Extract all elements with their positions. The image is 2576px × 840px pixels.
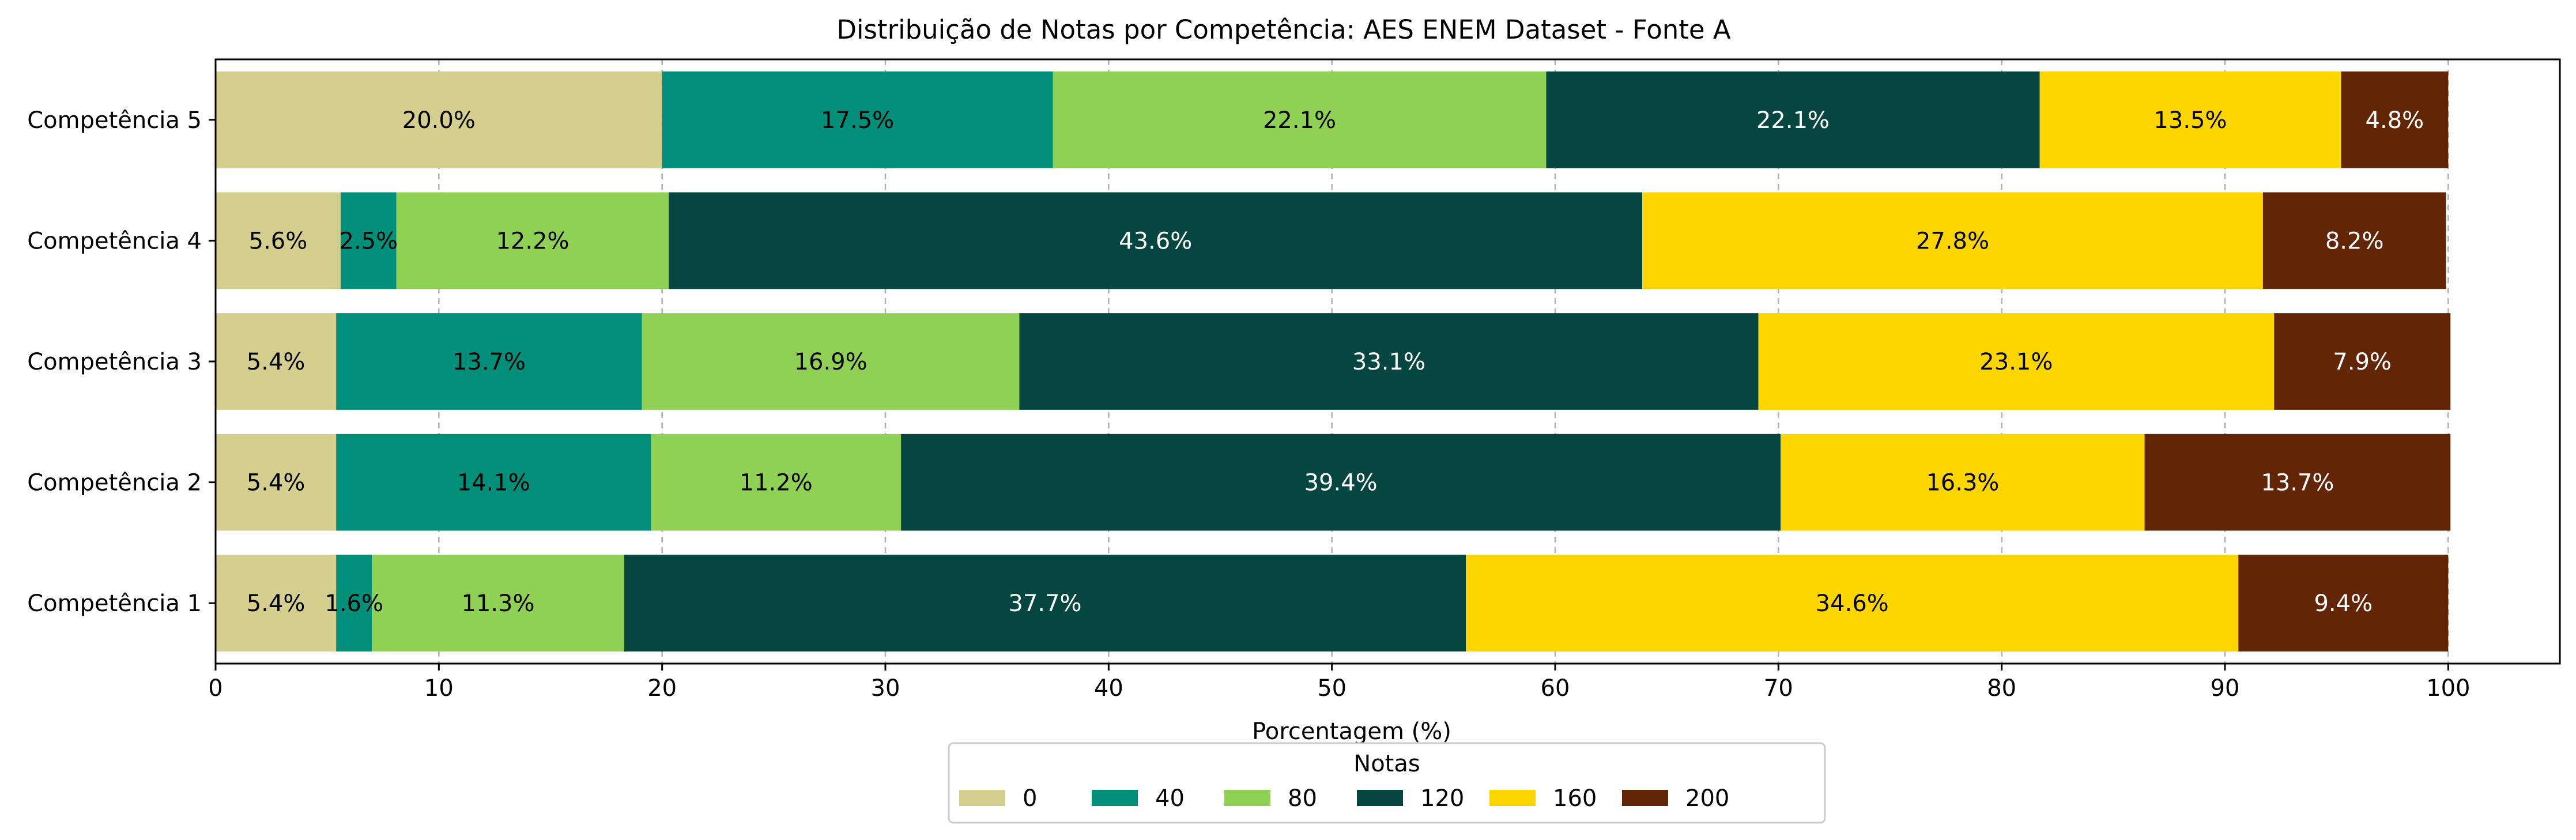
segment-label: 5.4% (247, 590, 306, 617)
segment-label: 22.1% (1756, 107, 1830, 134)
x-axis-label: Porcentagem (%) (1252, 718, 1451, 745)
bar-segment (396, 192, 669, 289)
y-tick-label: Competência 2 (27, 470, 202, 496)
legend-swatch (1092, 790, 1138, 806)
segment-label: 1.6% (325, 590, 383, 617)
legend-label: 160 (1553, 785, 1597, 812)
bar-segment (669, 192, 1643, 289)
segment-label: 33.1% (1352, 349, 1425, 375)
x-tick-label: 100 (2426, 675, 2470, 702)
x-tick-label: 0 (208, 675, 222, 702)
segment-label: 17.5% (821, 107, 894, 134)
bar-segment (216, 555, 337, 652)
segment-label: 27.8% (1916, 228, 1989, 254)
bar-segment (216, 434, 337, 531)
legend-label: 80 (1288, 785, 1317, 812)
bar-segment (216, 192, 341, 289)
segment-label: 9.4% (2314, 590, 2373, 617)
bar-segment (1466, 555, 2239, 652)
segment-label: 12.2% (496, 228, 569, 254)
bar-segment (216, 313, 337, 410)
legend-swatch (1224, 790, 1270, 806)
legend-swatch (1622, 790, 1668, 806)
segment-label: 11.3% (461, 590, 534, 617)
bar-segment (1019, 313, 1759, 410)
segment-label: 43.6% (1119, 228, 1192, 254)
segment-label: 37.7% (1008, 590, 1081, 617)
bar-segment (642, 313, 1020, 410)
segment-label: 23.1% (1979, 349, 2053, 375)
bar-segment (1758, 313, 2275, 410)
segment-label: 5.4% (247, 470, 306, 496)
x-tick-label: 40 (1094, 675, 1123, 702)
segment-label: 20.0% (402, 107, 476, 134)
legend-items: 0 40 80 120 160 200 (959, 785, 1729, 812)
bar-segment (2262, 192, 2446, 289)
bar-segment (2144, 434, 2451, 531)
bar-segment (1053, 71, 1547, 168)
x-tick-label: 10 (424, 675, 454, 702)
segment-label: 5.6% (249, 228, 308, 254)
y-tick-label: Competência 3 (27, 349, 202, 375)
segment-label: 2.5% (340, 228, 398, 254)
segment-label: 14.1% (457, 470, 530, 496)
bar-segment (336, 313, 642, 410)
legend-swatch (1489, 790, 1536, 806)
chart-title: Distribuição de Notas por Competência: A… (836, 14, 1731, 45)
bar-segment (1781, 434, 2145, 531)
legend-label: 0 (1023, 785, 1037, 812)
bar-segment (2274, 313, 2451, 410)
y-axis-ticks: Competência 5 Competência 4 Competência 3 C… (27, 107, 216, 617)
bar-segment (1642, 192, 2263, 289)
segment-label: 13.7% (452, 349, 526, 375)
legend: Notas 0 40 80 120 160 200 (948, 742, 1826, 824)
bar-segment (2341, 71, 2449, 168)
segment-label: 16.3% (1926, 470, 1999, 496)
bar-segment (901, 434, 1781, 531)
x-tick-label: 90 (2211, 675, 2240, 702)
legend-label: 40 (1155, 785, 1185, 812)
bar-segment (1546, 71, 2040, 168)
legend-label: 200 (1685, 785, 1729, 812)
bar-segment (662, 71, 1053, 168)
segment-label: 7.9% (2333, 349, 2392, 375)
bar-segment (336, 555, 372, 652)
legend-frame (948, 742, 1826, 824)
y-tick-label: Competência 4 (27, 228, 202, 254)
segment-label: 22.1% (1263, 107, 1336, 134)
segment-label: 16.9% (794, 349, 868, 375)
segment-label: 39.4% (1304, 470, 1378, 496)
x-tick-label: 50 (1317, 675, 1347, 702)
segment-label: 5.4% (247, 349, 306, 375)
bar-segment (624, 555, 1466, 652)
segment-label: 11.2% (740, 470, 813, 496)
x-tick-label: 70 (1764, 675, 1793, 702)
bar-segment (372, 555, 624, 652)
segment-label: 8.2% (2325, 228, 2384, 254)
segment-label: 4.8% (2366, 107, 2424, 134)
segment-label: 13.7% (2261, 470, 2334, 496)
x-tick-label: 30 (871, 675, 900, 702)
x-tick-label: 80 (1987, 675, 2016, 702)
segment-labels: 20.0% 17.5% 22.1% 22.1% 13.5% 4.8% 5.6% 2.5% 12.… (247, 107, 2424, 617)
x-tick-label: 60 (1541, 675, 1570, 702)
y-tick-label: Competência 5 (27, 107, 202, 134)
bar-segment (336, 434, 651, 531)
segment-label: 13.5% (2153, 107, 2227, 134)
legend-swatch (1357, 790, 1403, 806)
legend-swatch (959, 790, 1005, 806)
y-tick-label: Competência 1 (27, 590, 202, 617)
segment-label: 34.6% (1816, 590, 1889, 617)
bar-segment (216, 71, 662, 168)
bar-segment (651, 434, 902, 531)
x-tick-label: 20 (647, 675, 677, 702)
bar-segment (340, 192, 397, 289)
bar-segment (2238, 555, 2449, 652)
legend-label: 120 (1420, 785, 1464, 812)
legend-title: Notas (1353, 751, 1420, 777)
bars (216, 71, 2451, 652)
x-axis-ticks: 0 10 20 30 40 50 60 70 80 90 100 (208, 664, 2471, 702)
bar-segment (2039, 71, 2341, 168)
